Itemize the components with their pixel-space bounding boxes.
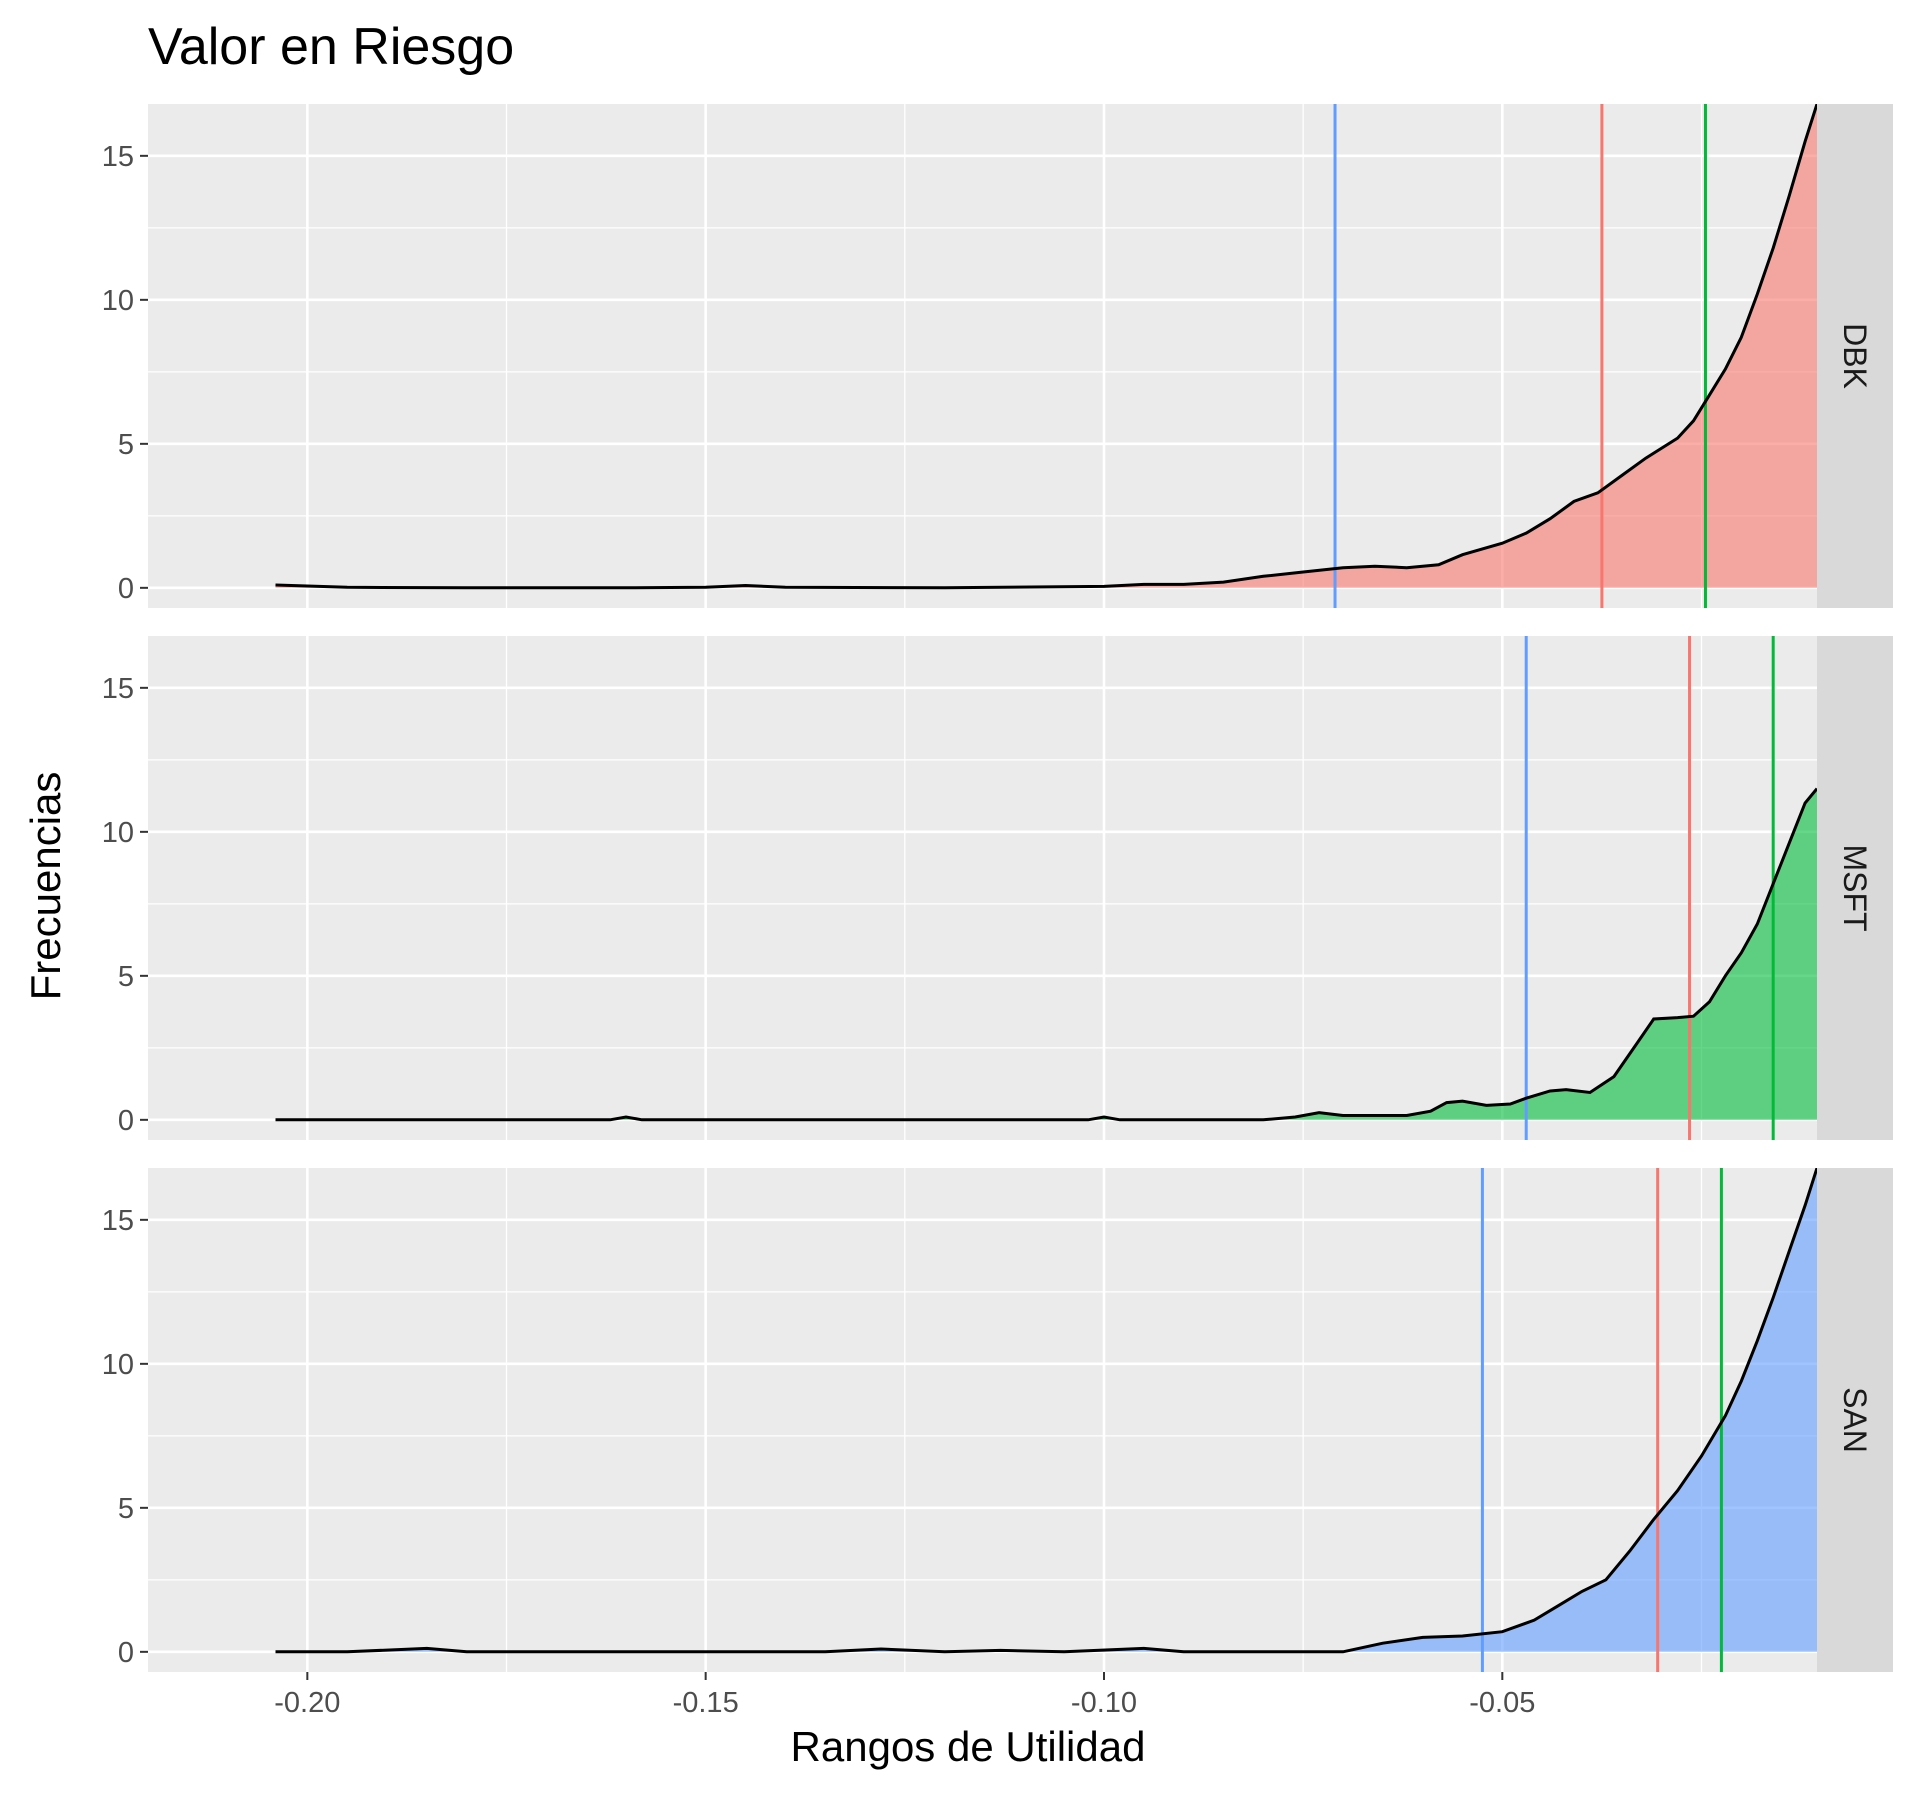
y-tick-label: 15 (102, 673, 134, 705)
y-tick-label: 0 (118, 573, 134, 605)
y-tick-label: 10 (102, 1349, 134, 1381)
facet-strip-dbk (1817, 104, 1893, 608)
facet-label-san: SAN (1837, 1387, 1873, 1453)
density-area-san (275, 1168, 1817, 1652)
y-tick-label: 10 (102, 817, 134, 849)
y-tick-label: 15 (102, 1205, 134, 1237)
panel-dbk: 0 5 10 15 DBK (102, 104, 1893, 608)
x-axis-label: Rangos de Utilidad (791, 1723, 1146, 1770)
x-tick-label: -0.15 (673, 1687, 739, 1719)
y-tick-label: 0 (118, 1637, 134, 1669)
facet-label-dbk: DBK (1837, 323, 1873, 389)
facet-strip-san (1817, 1168, 1893, 1672)
y-tick-label: 5 (118, 1493, 134, 1525)
panel-msft: 0 5 10 15 MSFT (102, 636, 1893, 1140)
x-tick-label: -0.05 (1469, 1687, 1535, 1719)
density-area-msft (275, 788, 1817, 1120)
panel-background (148, 1168, 1817, 1672)
density-line-msft (275, 787, 1817, 1122)
y-tick-label: 5 (118, 961, 134, 993)
y-tick-label: 15 (102, 141, 134, 173)
facet-label-msft: MSFT (1837, 844, 1873, 931)
density-line-san (275, 1168, 1817, 1654)
y-tick-label: 5 (118, 429, 134, 461)
x-tick-label: -0.10 (1071, 1687, 1137, 1719)
density-area-dbk (275, 104, 1817, 588)
panel-san: 0 5 10 15 SAN (102, 1168, 1893, 1672)
y-axis-label: Frecuencias (22, 772, 69, 1001)
panel-background (148, 636, 1817, 1140)
y-tick-label: 0 (118, 1105, 134, 1137)
y-tick-label: 10 (102, 285, 134, 317)
x-tick-label: -0.20 (274, 1687, 340, 1719)
density-line-dbk (275, 104, 1817, 590)
facet-strip-msft (1817, 636, 1893, 1140)
chart-title: Valor en Riesgo (148, 18, 514, 76)
